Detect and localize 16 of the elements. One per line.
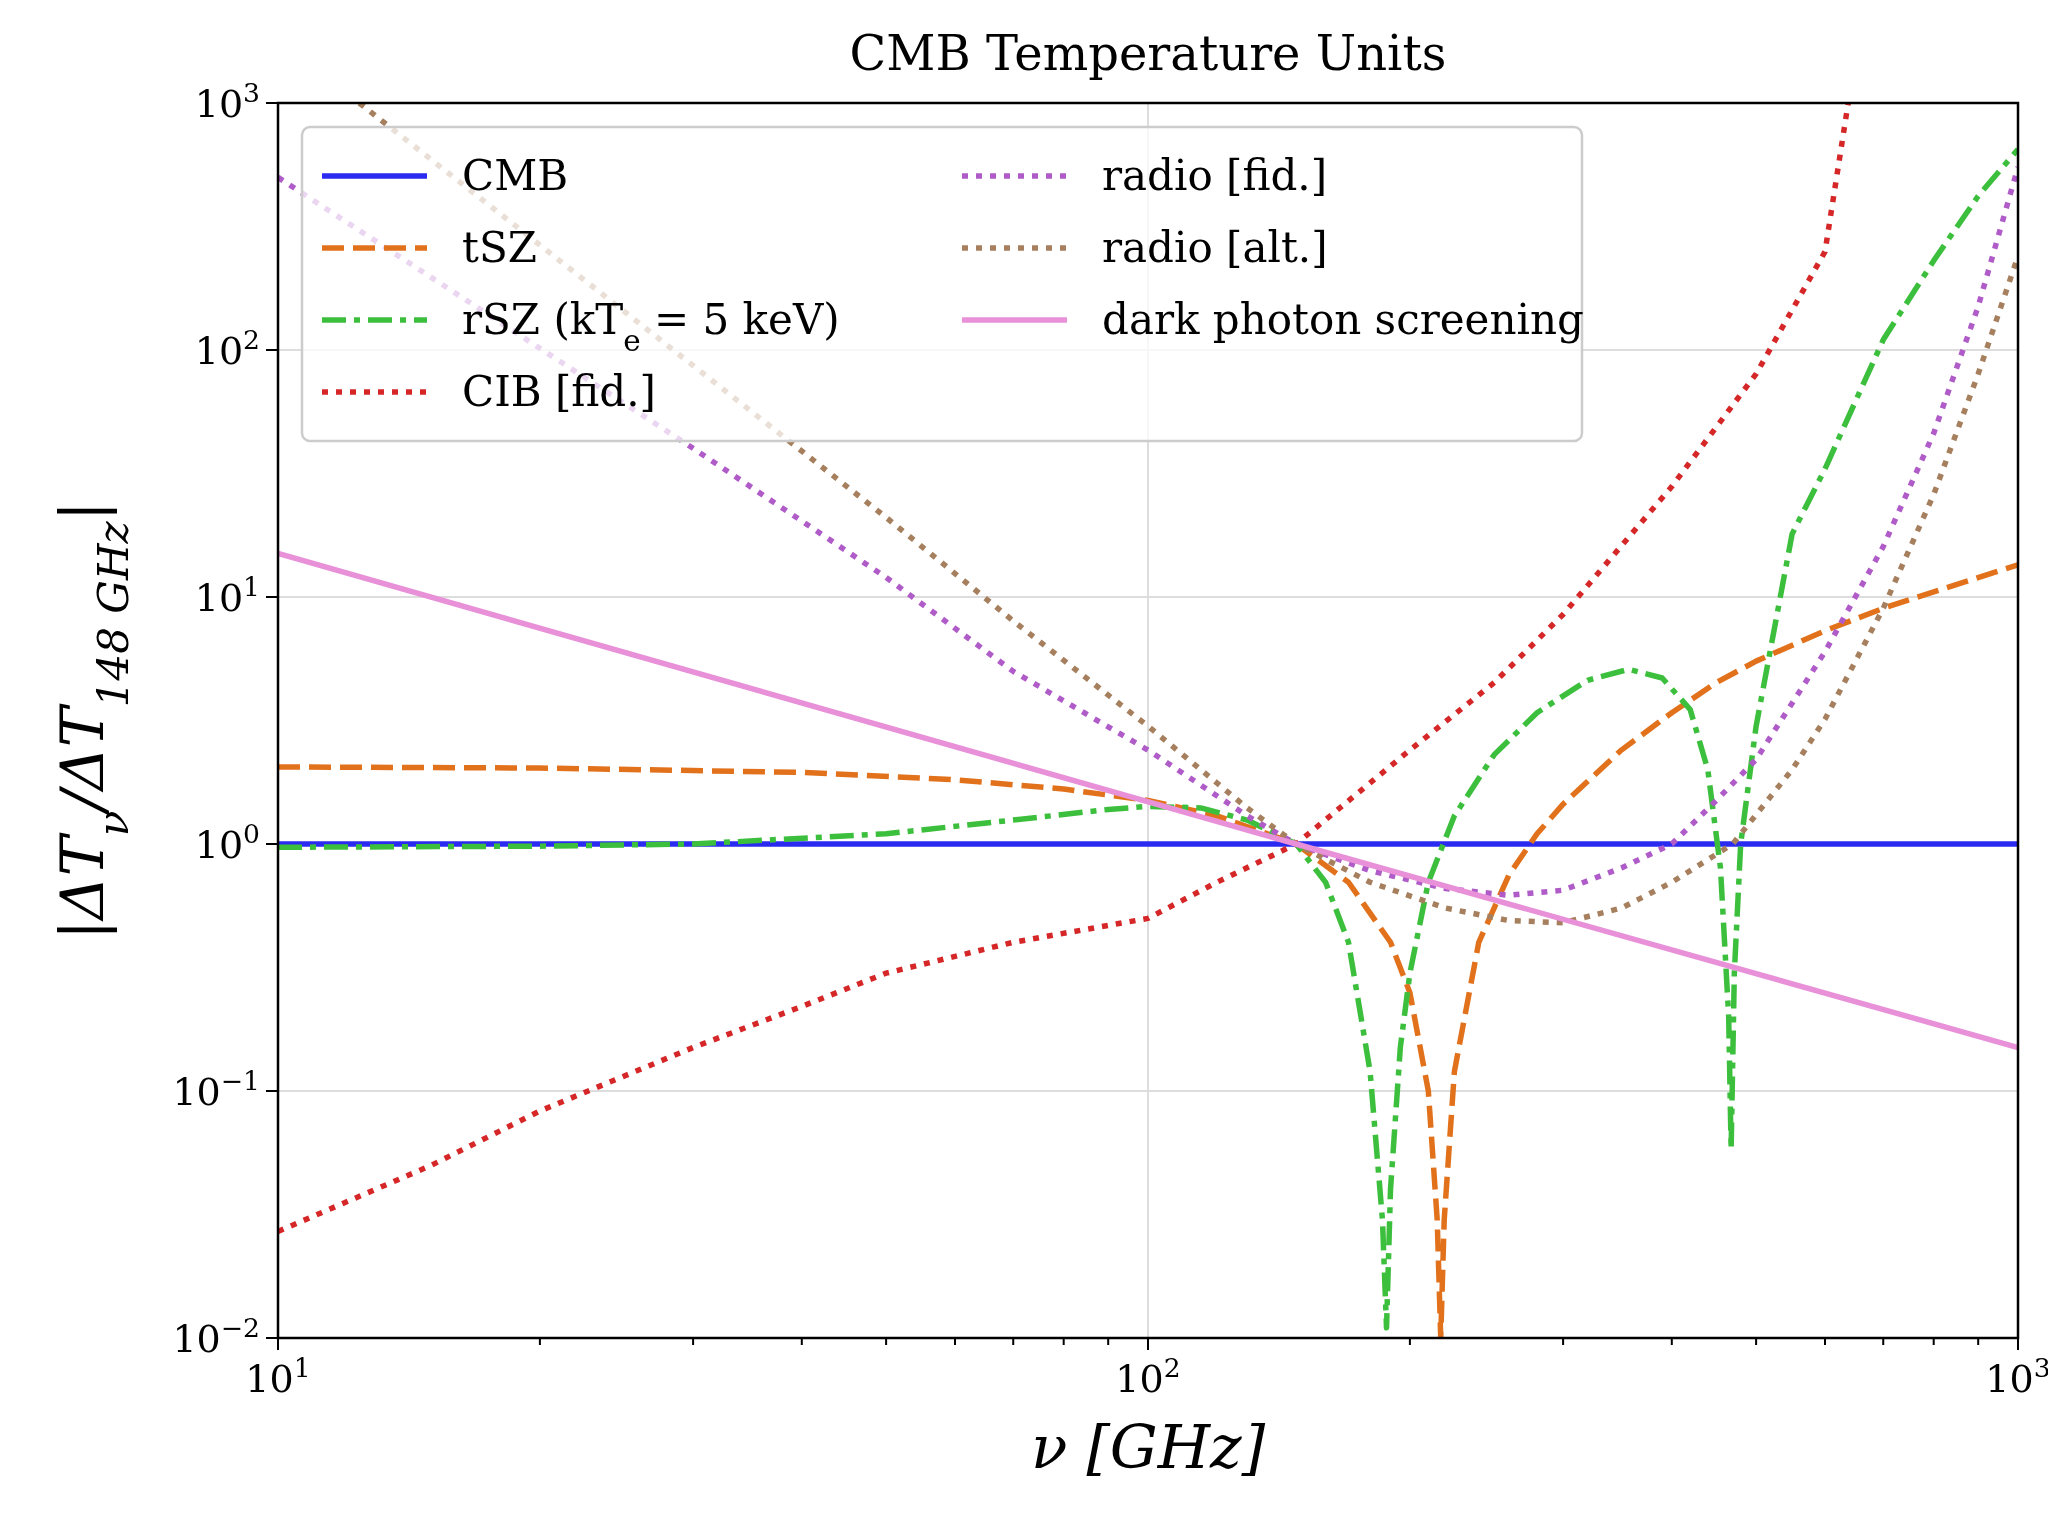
legend-label: radio [fid.] — [1102, 151, 1328, 200]
y-tick-label: 10$^{0}$ — [194, 817, 260, 867]
legend-label: dark photon screening — [1102, 295, 1584, 344]
x-tick-label: 10$^{2}$ — [1115, 1351, 1181, 1401]
legend-label: tSZ — [462, 223, 537, 272]
x-tick-label: 10$^{3}$ — [1985, 1351, 2051, 1401]
y-tick-label: 10$^{3}$ — [194, 76, 260, 126]
legend-label: radio [alt.] — [1102, 223, 1328, 272]
legend-label: CIB [fid.] — [462, 367, 656, 416]
legend-label: rSZ (kT$_{e}$ = 5 keV) — [462, 295, 840, 358]
y-tick-label: 10$^{1}$ — [194, 570, 260, 620]
y-tick-label: 10$^{−1}$ — [172, 1064, 260, 1114]
x-axis-title: ν [GHz] — [1030, 1412, 1266, 1482]
legend-label: CMB — [462, 151, 569, 200]
chart-title: CMB Temperature Units — [849, 25, 1447, 81]
y-tick-label: 10$^{2}$ — [194, 323, 260, 373]
